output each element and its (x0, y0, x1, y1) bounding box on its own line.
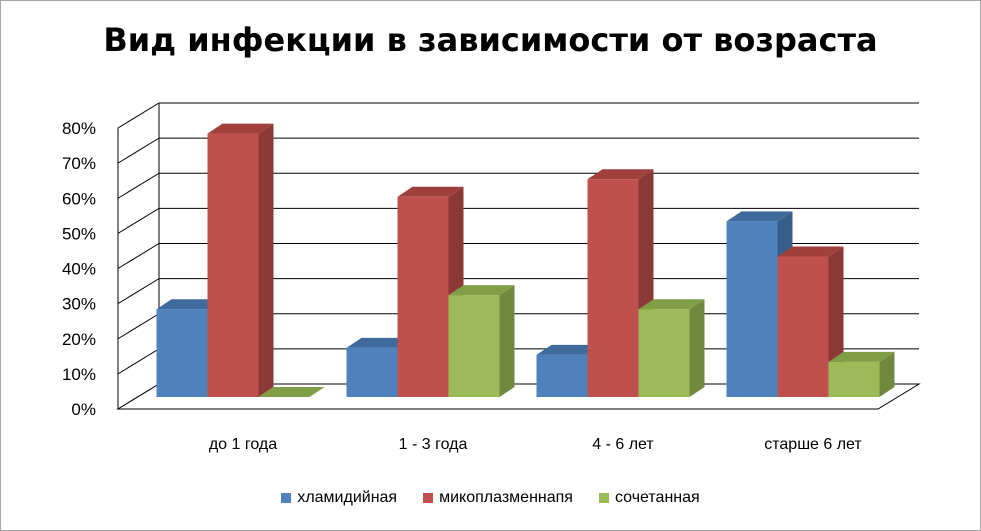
legend-swatch-combined (598, 493, 609, 503)
bar (346, 347, 398, 397)
gridline-side (117, 278, 160, 305)
legend-swatch-chlamydia (281, 493, 292, 503)
y-tick-label: 10% (62, 365, 96, 384)
bar (777, 256, 829, 397)
bar-top (587, 169, 654, 180)
x-category-label: старше 6 лет (764, 436, 862, 453)
legend-item-chlamydia: хламидийная (281, 489, 397, 507)
gridline-side (117, 207, 160, 234)
bar-top (397, 186, 464, 197)
bar-top (828, 351, 895, 362)
bar (536, 354, 588, 397)
legend-label-chlamydia: хламидийная (297, 489, 398, 506)
bar-top (258, 387, 325, 397)
bar-side (689, 299, 705, 397)
legend-label-combined: сочетанная (614, 489, 700, 506)
legend-swatch-mycoplasma (423, 493, 434, 503)
bar-top (638, 299, 705, 310)
y-tick-label: 20% (62, 330, 96, 349)
chart-title: Вид инфекции в зависимости от возраста (103, 21, 878, 59)
gridlines (116, 102, 921, 410)
gridline-side (117, 172, 160, 199)
bar (726, 221, 778, 397)
bar (156, 309, 208, 397)
bar-side (499, 285, 515, 397)
y-tick-label: 0% (71, 400, 96, 419)
bar-top (536, 344, 603, 355)
bar (587, 179, 639, 397)
legend-label-mycoplasma: микоплазменнапя (439, 489, 573, 506)
y-tick-label: 80% (62, 119, 96, 138)
chart-plot-area: 0% 10% 20% 30% 40% 50% 60% 70% 80% до 1 года 1 - 3… (62, 102, 921, 453)
y-tick-label: 30% (62, 295, 96, 314)
bar (448, 295, 500, 397)
bar (828, 361, 880, 397)
bar (207, 133, 259, 397)
bars (156, 123, 895, 397)
bar-top (726, 211, 793, 222)
x-category-label: 1 - 3 года (399, 436, 468, 453)
x-category-label: до 1 года (209, 436, 277, 453)
bar-top (448, 285, 515, 296)
bar-top (777, 246, 844, 257)
gridline-side (117, 243, 160, 269)
bar-top (346, 337, 413, 348)
x-category-label: 4 - 6 лет (592, 436, 654, 453)
legend-item-mycoplasma: микоплазменнапя (423, 489, 573, 507)
y-tick-label: 50% (62, 224, 96, 243)
y-tick-label: 70% (62, 154, 96, 173)
bar (638, 309, 690, 397)
gridline-side (117, 313, 160, 340)
legend-item-combined: сочетанная (598, 489, 700, 507)
bar-side (258, 123, 274, 397)
gridline-side (117, 137, 160, 164)
chart-legend: хламидийная микоплазменнапя сочетанная (1, 489, 980, 507)
y-tick-label: 60% (62, 189, 96, 208)
gridline-side (117, 348, 160, 375)
bar-top (156, 299, 223, 310)
bar-top (207, 123, 274, 134)
gridline-side (117, 102, 160, 129)
bar (397, 196, 449, 397)
bar-side (879, 351, 895, 397)
y-tick-label: 40% (62, 260, 96, 279)
